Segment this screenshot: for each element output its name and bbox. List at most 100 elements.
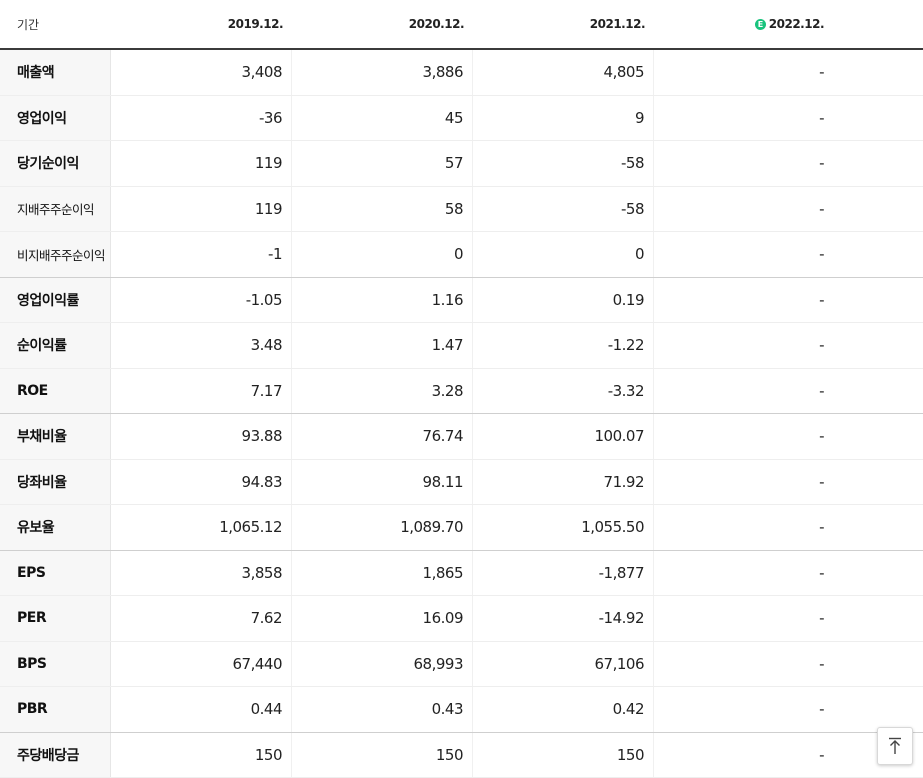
row-value-2022-12: - <box>819 336 824 355</box>
table-row: 비지배주주순이익 -1 0 0- <box>0 232 923 278</box>
row-label: BPS <box>0 641 111 686</box>
row-value-2019-12: 93.88 <box>111 414 292 459</box>
estimate-badge-icon: E <box>754 19 766 30</box>
row-value-2020-12: 150 <box>292 732 473 777</box>
row-value-2019-12: 0.44 <box>111 687 292 732</box>
row-value-2022-12: - <box>819 381 824 400</box>
row-value-2021-12: 0.42 <box>473 687 654 732</box>
row-value-2021-12: 67,106 <box>473 641 654 686</box>
row-value-2022-12: - <box>819 700 824 719</box>
row-label: 당기순이익 <box>0 141 111 186</box>
row-value-2022-12: - <box>819 290 824 309</box>
row-label: 순이익률 <box>0 323 111 368</box>
row-value-2022-12: - <box>819 609 824 628</box>
row-label: 비지배주주순이익 <box>0 232 111 277</box>
row-value-2022-12: - <box>819 427 824 446</box>
row-value-2021-12: -58 <box>473 141 654 186</box>
row-value-2020-12: 1.16 <box>292 277 473 322</box>
table-row: PER 7.62 16.09 -14.92 - <box>0 596 923 642</box>
table-row: 부채비율 93.88 76.74 100.07 - <box>0 414 923 460</box>
row-value-2022-12: - <box>819 745 824 764</box>
row-value-2021-12: 100.07 <box>473 414 654 459</box>
row-label: 지배주주순이익 <box>0 186 111 231</box>
row-label: EPS <box>0 550 111 595</box>
row-value-2019-12: 119 <box>111 186 292 231</box>
row-value-2019-12: 7.17 <box>111 368 292 413</box>
period-2022-estimate: E 2022.12. <box>654 17 832 31</box>
row-value-2020-12: 98.11 <box>292 459 473 504</box>
row-value-2019-12: 3.48 <box>111 323 292 368</box>
table-row: 지배주주순이익 119 58 -58 - <box>0 186 923 232</box>
row-value-2020-12: 0.43 <box>292 687 473 732</box>
row-value-2021-12: -1.22 <box>473 323 654 368</box>
row-value-2021-12: 0 <box>473 232 654 277</box>
table-row: 영업이익률 -1.05 1.16 0.19 - <box>0 277 923 323</box>
row-value-2021-12: 4,805 <box>473 50 654 95</box>
row-value-2020-12: 1.47 <box>292 323 473 368</box>
row-label: PBR <box>0 687 111 732</box>
row-value-2019-12: 67,440 <box>111 641 292 686</box>
table-row: 주당배당금 150 150 150- <box>0 732 923 778</box>
row-value-2022-12: - <box>819 472 824 491</box>
arrow-up-to-line-icon <box>889 737 901 754</box>
table-row: 당좌비율 94.83 98.11 71.92 - <box>0 459 923 505</box>
row-label: 당좌비율 <box>0 459 111 504</box>
row-value-2022-12: - <box>819 199 824 218</box>
table-row: EPS 3,858 1,865 -1,877 - <box>0 550 923 596</box>
row-value-2021-12: 0.19 <box>473 277 654 322</box>
row-value-2019-12: 1,065.12 <box>111 505 292 550</box>
period-2022-label: 2022.12. <box>768 17 825 31</box>
row-label: 부채비율 <box>0 414 111 459</box>
row-value-2019-12: -36 <box>111 95 292 140</box>
row-label: ROE <box>0 368 111 413</box>
row-value-2020-12: 0 <box>292 232 473 277</box>
table-row: 순이익률 3.48 1.47 -1.22 - <box>0 323 923 369</box>
row-value-2021-12: -14.92 <box>473 596 654 641</box>
row-value-2020-12: 58 <box>292 186 473 231</box>
row-value-2019-12: 150 <box>111 732 292 777</box>
row-value-2020-12: 3,886 <box>292 50 473 95</box>
row-label: PER <box>0 596 111 641</box>
table-row: BPS 67,440 68,993 67,106 - <box>0 641 923 687</box>
table-row: 영업이익 -36 45 9 - <box>0 95 923 141</box>
row-value-2021-12: 1,055.50 <box>473 505 654 550</box>
row-value-2021-12: 71.92 <box>473 459 654 504</box>
table-row: 매출액 3,408 3,886 4,805 - <box>0 50 923 96</box>
row-value-2020-12: 57 <box>292 141 473 186</box>
row-value-2019-12: 7.62 <box>111 596 292 641</box>
row-value-2019-12: 3,858 <box>111 550 292 595</box>
row-value-2019-12: 94.83 <box>111 459 292 504</box>
row-value-2020-12: 45 <box>292 95 473 140</box>
row-value-2021-12: 9 <box>473 95 654 140</box>
row-value-2019-12: -1 <box>111 232 292 277</box>
row-label: 영업이익률 <box>0 277 111 322</box>
row-value-2022-12: - <box>819 654 824 673</box>
row-value-2021-12: -58 <box>473 186 654 231</box>
row-value-2022-12: - <box>819 245 824 264</box>
table-row: 유보율 1,065.12 1,089.70 1,055.50 - <box>0 505 923 551</box>
row-value-2020-12: 1,865 <box>292 550 473 595</box>
row-value-2020-12: 76.74 <box>292 414 473 459</box>
table-row: PBR 0.44 0.43 0.42 - <box>0 687 923 733</box>
row-value-2022-12: - <box>819 563 824 582</box>
period-2019: 2019.12. <box>227 17 284 31</box>
row-value-2022-12: - <box>819 63 824 82</box>
row-value-2022-12: - <box>819 108 824 127</box>
row-value-2021-12: -3.32 <box>473 368 654 413</box>
table-body: 매출액 3,408 3,886 4,805- 영업이익 -36 45 9- 당기순이익 119 57… <box>0 50 923 778</box>
row-value-2020-12: 1,089.70 <box>292 505 473 550</box>
scroll-to-top-button[interactable] <box>877 727 913 765</box>
row-value-2019-12: 3,408 <box>111 50 292 95</box>
period-2021: 2021.12. <box>589 17 646 31</box>
row-value-2019-12: 119 <box>111 141 292 186</box>
period-header-label: 기간 <box>17 17 40 32</box>
period-2020: 2020.12. <box>408 17 465 31</box>
row-value-2020-12: 3.28 <box>292 368 473 413</box>
row-label: 유보율 <box>0 505 111 550</box>
row-label: 영업이익 <box>0 95 111 140</box>
row-value-2020-12: 16.09 <box>292 596 473 641</box>
table-header: 기간 2019.12. 2020.12. 2021.12. E 2022.12. <box>0 0 923 50</box>
row-value-2022-12: - <box>819 154 824 173</box>
row-value-2022-12: - <box>819 518 824 537</box>
